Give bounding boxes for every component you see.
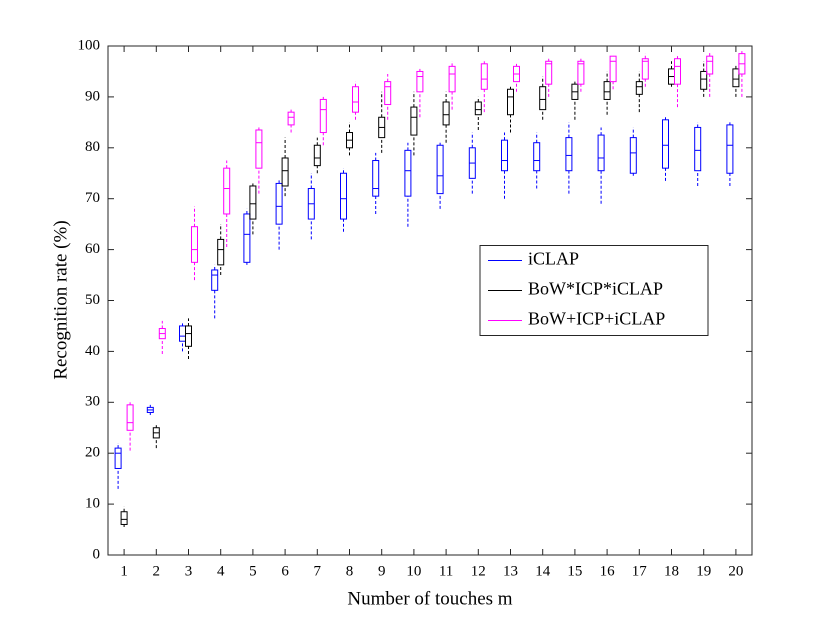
box	[700, 70, 708, 90]
x-tick-label: 14	[535, 563, 551, 579]
x-tick-label: 9	[378, 563, 386, 579]
x-tick-label: 3	[185, 563, 193, 579]
y-tick-label: 90	[85, 88, 100, 104]
y-tick-label: 60	[85, 241, 100, 257]
y-tick-label: 50	[85, 292, 100, 308]
box	[281, 157, 289, 187]
box	[545, 60, 553, 85]
box	[706, 55, 714, 75]
box	[635, 81, 643, 95]
x-tick-label: 15	[567, 563, 582, 579]
box	[694, 126, 702, 172]
box	[211, 269, 219, 291]
box	[442, 101, 450, 126]
y-tick-label: 100	[78, 37, 101, 53]
box	[223, 167, 231, 215]
y-tick-label: 0	[93, 546, 101, 562]
x-tick-label: 13	[503, 563, 518, 579]
x-tick-label: 2	[153, 563, 161, 579]
box	[474, 101, 482, 116]
box	[629, 137, 637, 174]
x-tick-label: 20	[728, 563, 743, 579]
box	[501, 139, 508, 172]
box	[603, 81, 611, 100]
x-tick-label: 1	[120, 563, 128, 579]
box	[255, 129, 263, 169]
box	[404, 149, 412, 197]
x-tick-label: 5	[249, 563, 257, 579]
box	[319, 98, 327, 134]
box	[126, 404, 134, 431]
box	[275, 182, 283, 225]
y-tick-label: 80	[85, 139, 100, 155]
x-axis-title: Number of touches m	[347, 588, 512, 609]
x-tick-label: 11	[439, 563, 453, 579]
legend-text: BoW*ICP*iCLAP	[528, 279, 663, 299]
box	[662, 119, 669, 169]
box	[249, 185, 257, 220]
box	[565, 137, 573, 172]
x-tick-label: 10	[406, 563, 421, 579]
x-tick-label: 16	[600, 563, 616, 579]
box	[287, 111, 295, 126]
box	[352, 86, 359, 113]
box	[641, 58, 649, 80]
x-tick-label: 12	[471, 563, 486, 579]
box	[243, 213, 251, 263]
box	[539, 86, 547, 111]
x-tick-label: 4	[217, 563, 225, 579]
box	[609, 55, 617, 83]
box	[185, 325, 192, 347]
legend-text: BoW+ICP+iCLAP	[528, 309, 665, 329]
box	[313, 144, 321, 167]
box	[120, 511, 128, 525]
box	[674, 58, 681, 85]
box	[217, 238, 225, 266]
box	[372, 160, 380, 197]
box	[597, 134, 605, 172]
box	[410, 106, 418, 136]
y-axis-title: Recognition rate (%)	[50, 220, 71, 379]
y-tick-label: 10	[85, 496, 100, 512]
y-tick-label: 40	[85, 343, 100, 359]
x-tick-label: 19	[696, 563, 711, 579]
box	[448, 65, 456, 93]
box	[577, 60, 585, 85]
box	[416, 70, 424, 93]
y-tick-label: 20	[85, 445, 100, 461]
y-tick-label: 30	[85, 394, 100, 410]
y-tick-label: 70	[85, 190, 100, 206]
box	[726, 124, 734, 174]
legend: iCLAP BoW*ICP*iCLAP BoW+ICP+iCLAP	[479, 245, 709, 336]
box	[732, 68, 740, 88]
box	[507, 88, 514, 116]
box	[384, 81, 392, 106]
box	[480, 63, 488, 90]
box	[340, 172, 347, 220]
x-tick-label: 7	[314, 563, 322, 579]
x-tick-label: 17	[632, 563, 648, 579]
box	[533, 142, 541, 172]
x-tick-label: 8	[346, 563, 354, 579]
legend-text: iCLAP	[528, 249, 579, 269]
box	[191, 226, 198, 263]
box	[436, 144, 444, 195]
box	[114, 447, 122, 469]
x-tick-label: 6	[281, 563, 289, 579]
x-tick-label: 18	[664, 563, 679, 579]
